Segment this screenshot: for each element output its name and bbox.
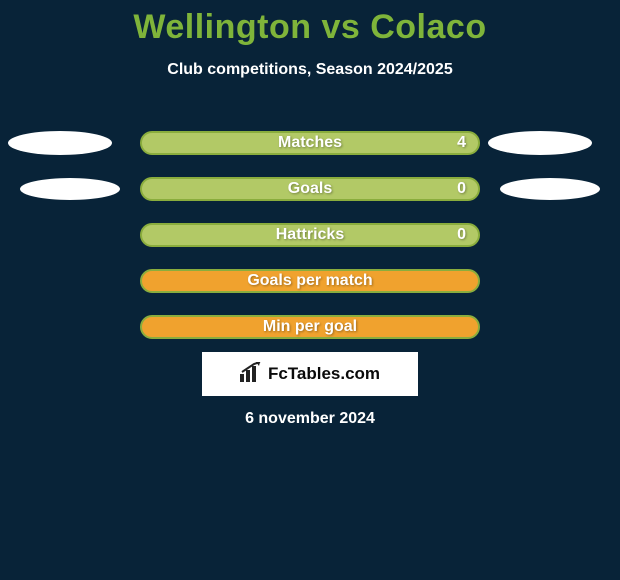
right-ellipse — [500, 178, 600, 200]
stat-bar: Goals0 — [140, 177, 480, 201]
stat-label: Goals per match — [142, 272, 478, 290]
stat-label: Min per goal — [142, 318, 478, 336]
left-ellipse — [20, 178, 120, 200]
page-title: Wellington vs Colaco — [0, 0, 620, 47]
brand-text: FcTables.com — [268, 364, 380, 384]
stat-row: Hattricks0 — [0, 212, 620, 258]
stat-value-right: 0 — [457, 226, 466, 244]
stat-value-right: 4 — [457, 134, 466, 152]
stat-row: Matches4 — [0, 120, 620, 166]
brand-box: FcTables.com — [202, 352, 418, 396]
stat-value-right: 0 — [457, 180, 466, 198]
comparison-infographic: Wellington vs Colaco Club competitions, … — [0, 0, 620, 580]
stat-bar: Min per goal — [140, 315, 480, 339]
stat-rows: Matches4Goals0Hattricks0Goals per matchM… — [0, 120, 620, 350]
right-ellipse — [488, 131, 592, 155]
stat-label: Matches — [142, 134, 478, 152]
stat-bar: Matches4 — [140, 131, 480, 155]
brand-chart-icon — [240, 362, 262, 387]
stat-bar: Hattricks0 — [140, 223, 480, 247]
footer-date: 6 november 2024 — [0, 410, 620, 428]
stat-row: Min per goal — [0, 304, 620, 350]
stat-row: Goals0 — [0, 166, 620, 212]
subtitle: Club competitions, Season 2024/2025 — [0, 61, 620, 79]
left-ellipse — [8, 131, 112, 155]
stat-label: Hattricks — [142, 226, 478, 244]
stat-bar: Goals per match — [140, 269, 480, 293]
stat-row: Goals per match — [0, 258, 620, 304]
stat-label: Goals — [142, 180, 478, 198]
